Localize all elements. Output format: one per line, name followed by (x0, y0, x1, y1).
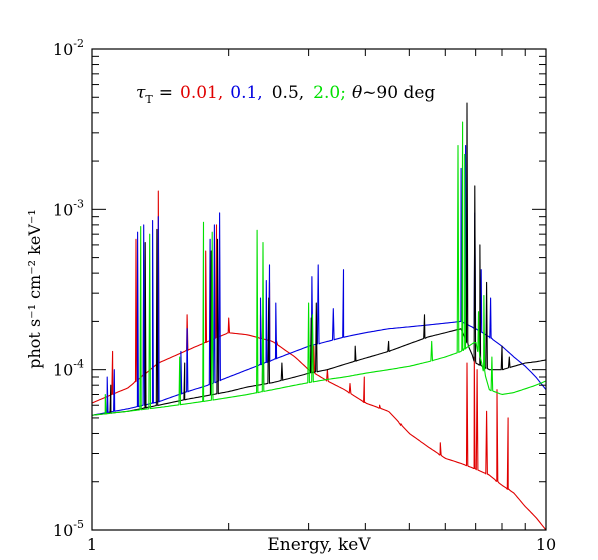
series-line-2 (91, 144, 547, 416)
plot-frame (91, 48, 547, 531)
tau-value-black: 0.5, (272, 83, 304, 103)
series-line-4 (91, 121, 547, 416)
legend-annotation: τT = 0.01, 0.1, 0.5, 2.0; θ~90 deg (136, 83, 435, 106)
y-tick-label-0: 10-2 (53, 37, 84, 59)
tau-value-blue: 0.1, (230, 83, 262, 103)
tau-value-green: 2.0; (313, 83, 346, 103)
x-tick-label-0: 1 (87, 535, 97, 554)
label-layer: 1 10 10-2 10-3 10-4 10-5 (53, 37, 556, 554)
x-axis-label: Energy, keV (267, 535, 371, 555)
y-tick-label-1: 10-3 (53, 197, 84, 219)
theta-text: ~90 deg (362, 83, 435, 103)
tau-subscript: T (145, 93, 153, 106)
equals-sign: = (159, 83, 173, 103)
series-layer (91, 102, 547, 531)
y-axis-label: phot s⁻¹ cm⁻² keV⁻¹ (25, 209, 44, 369)
tau-value-red: 0.01, (180, 83, 223, 103)
theta-symbol: θ (352, 83, 362, 103)
y-tick-label-3: 10-5 (53, 518, 84, 540)
series-line-3 (91, 102, 547, 416)
x-tick-label-1: 10 (536, 535, 556, 554)
tau-symbol: τ (136, 83, 146, 103)
series-line-1 (91, 190, 547, 531)
y-tick-label-2: 10-4 (53, 358, 84, 380)
